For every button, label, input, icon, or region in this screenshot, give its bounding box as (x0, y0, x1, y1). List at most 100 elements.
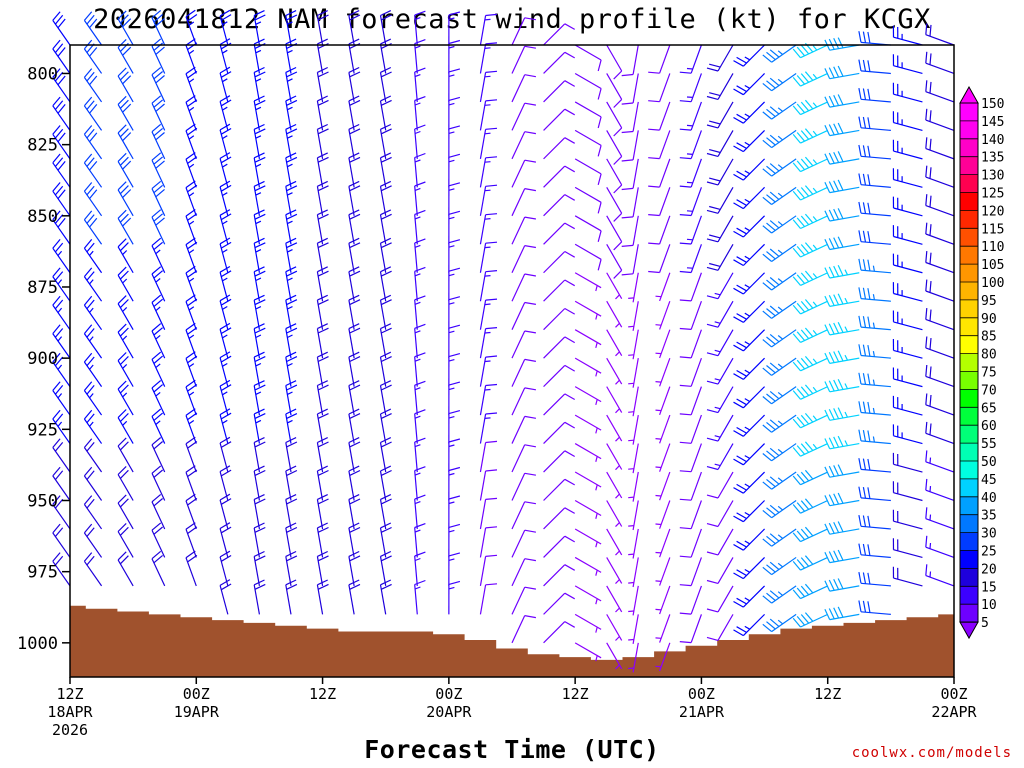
barb-staff (151, 46, 166, 74)
barb-staff (632, 272, 639, 303)
wind-barb (379, 380, 392, 416)
barb-staff (690, 130, 702, 159)
barb-half-feather (628, 610, 634, 613)
barb-feather (155, 188, 165, 198)
wind-barb (448, 438, 461, 473)
wind-barb (117, 10, 134, 46)
barb-staff (117, 502, 134, 530)
wind-barb (379, 209, 392, 245)
barb-feather (254, 441, 266, 448)
barb-half-feather (484, 132, 491, 135)
wind-barb (185, 123, 198, 160)
barb-feather (792, 361, 801, 372)
barb-staff (348, 499, 355, 530)
barb-staff (316, 556, 324, 587)
barb-staff (479, 385, 487, 416)
wind-barb (628, 386, 639, 417)
barb-feather (381, 14, 392, 21)
barb-staff (860, 269, 891, 274)
barb-feather (219, 408, 231, 416)
barb-feather (54, 43, 64, 53)
barb-feather (122, 75, 132, 85)
barb-half-feather (872, 379, 875, 386)
barb-staff (771, 72, 797, 92)
barb-staff (574, 215, 602, 232)
barb-feather (862, 429, 867, 442)
barb-feather (86, 14, 95, 25)
barb-feather (380, 66, 392, 73)
barb-feather (317, 323, 328, 330)
barb-feather (929, 24, 932, 37)
barb-staff (800, 186, 828, 201)
barb-feather (485, 298, 498, 301)
barb-feather (796, 132, 806, 142)
barb-staff (742, 272, 765, 295)
barb-feather (54, 214, 64, 224)
barb-feather (485, 526, 498, 529)
barb-feather (867, 344, 871, 357)
barb-staff (117, 474, 134, 501)
barb-feather (706, 323, 719, 328)
barb-feather (220, 127, 232, 135)
wind-barb (151, 550, 166, 587)
barb-feather (824, 580, 831, 592)
barb-feather (792, 247, 801, 258)
barb-feather (679, 299, 692, 302)
barb-feather (858, 87, 862, 100)
barb-feather (253, 209, 265, 216)
barb-staff (83, 447, 103, 473)
wind-barb (733, 329, 765, 352)
barb-feather (220, 71, 232, 78)
barb-feather (800, 272, 810, 282)
barb-feather (54, 71, 64, 82)
barb-staff (893, 179, 923, 188)
barb-half-feather (595, 541, 598, 548)
barb-feather (155, 160, 165, 169)
barb-staff (316, 129, 324, 159)
barb-staff (893, 264, 923, 274)
barb-feather (348, 522, 360, 529)
barb-feather (824, 438, 831, 450)
colorbar-label-90: 90 (981, 312, 997, 327)
barb-half-feather (714, 406, 721, 410)
barb-staff (771, 158, 797, 177)
barb-feather (769, 390, 780, 400)
colorbar-swatch (960, 103, 978, 121)
barb-feather (220, 241, 232, 249)
barb-feather (253, 38, 265, 45)
wind-barb (479, 440, 498, 473)
barb-feather (706, 266, 719, 271)
credit-link[interactable]: coolwx.com/models (852, 745, 1012, 761)
wind-barb (414, 10, 426, 46)
barb-staff (606, 443, 623, 470)
wind-barb (606, 642, 623, 670)
barb-staff (829, 186, 860, 194)
barb-half-feather (615, 550, 620, 556)
barb-staff (690, 158, 702, 188)
barb-half-feather (255, 334, 262, 339)
barb-staff (860, 468, 891, 473)
barb-staff (717, 557, 734, 584)
barb-staff (479, 15, 487, 46)
barb-staff (253, 584, 261, 615)
barb-staff (800, 556, 828, 571)
wind-barb (285, 209, 298, 245)
barb-staff (606, 357, 623, 385)
wind-barb (348, 180, 361, 216)
wind-barb (679, 557, 702, 587)
barb-feather (485, 383, 498, 387)
barb-feather (151, 237, 162, 247)
wind-barb (448, 182, 461, 216)
wind-barb (219, 379, 232, 416)
barb-staff (800, 44, 828, 59)
barb-staff (253, 556, 261, 587)
barb-feather (220, 583, 232, 591)
barb-feather (317, 555, 329, 562)
wind-barb (448, 381, 461, 416)
wind-barb (285, 351, 298, 387)
wind-barb (706, 614, 734, 641)
barb-feather (792, 532, 801, 542)
barb-feather (317, 413, 329, 419)
barb-staff (117, 445, 134, 473)
wind-barb (117, 380, 134, 416)
